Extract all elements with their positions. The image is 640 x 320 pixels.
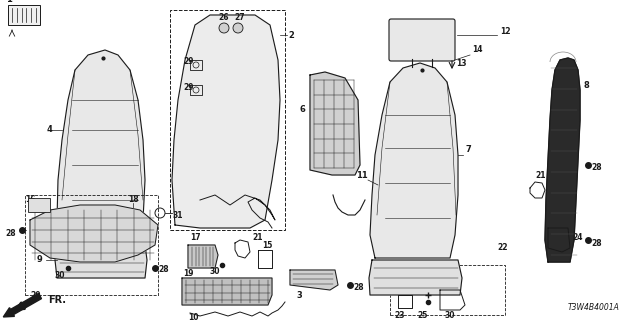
Text: 8: 8 [583,81,589,90]
Bar [390,265,505,315]
Polygon shape [55,245,147,278]
Text: FR.: FR. [48,295,66,305]
Polygon shape [370,63,458,258]
Text: 23: 23 [394,311,404,320]
Text: 14: 14 [472,45,483,54]
Text: 28: 28 [591,238,602,247]
Text: 22: 22 [497,244,508,252]
Polygon shape [369,260,462,295]
Bar [25,195,158,295]
Text: 16: 16 [25,196,35,204]
Bar [8,5,40,25]
Text: 28: 28 [5,228,15,237]
Text: 10: 10 [188,314,198,320]
Text: 30: 30 [445,311,456,320]
Polygon shape [310,72,360,175]
Bar [170,10,285,230]
Text: 26: 26 [218,13,228,22]
Text: 29: 29 [183,84,193,92]
Polygon shape [57,50,145,242]
Text: 28: 28 [158,266,168,275]
Text: 21: 21 [252,234,262,243]
Text: 29: 29 [183,58,193,67]
Text: 21: 21 [535,171,545,180]
Text: 1: 1 [6,0,12,4]
Text: 30: 30 [210,268,221,276]
Circle shape [233,23,243,33]
Polygon shape [182,278,272,305]
Text: 28: 28 [353,283,364,292]
Circle shape [219,23,229,33]
Text: 11: 11 [356,171,368,180]
Text: 18: 18 [128,196,139,204]
Bar [28,198,50,212]
Text: 20: 20 [30,291,40,300]
Text: 28: 28 [591,164,602,172]
Polygon shape [30,205,158,262]
Text: 9: 9 [37,255,43,265]
FancyBboxPatch shape [389,19,455,61]
Text: 30: 30 [55,270,65,279]
Text: 2: 2 [288,30,294,39]
Text: 27: 27 [234,13,244,22]
Polygon shape [290,270,338,290]
Polygon shape [188,245,218,268]
Text: 31: 31 [173,211,184,220]
Text: 3: 3 [296,291,301,300]
Polygon shape [545,58,580,262]
Text: 15: 15 [262,241,273,250]
Text: 4: 4 [47,125,53,134]
Text: 7: 7 [465,146,471,155]
Text: 6: 6 [300,106,306,115]
Text: 12: 12 [500,28,511,36]
Text: 17: 17 [190,234,200,243]
Text: 19: 19 [183,268,193,277]
Polygon shape [172,15,280,228]
Text: 24: 24 [572,234,582,243]
Text: 25: 25 [417,311,428,320]
Text: T3W4B4001A: T3W4B4001A [568,303,620,312]
Text: 13: 13 [456,60,467,68]
FancyArrow shape [3,293,42,317]
